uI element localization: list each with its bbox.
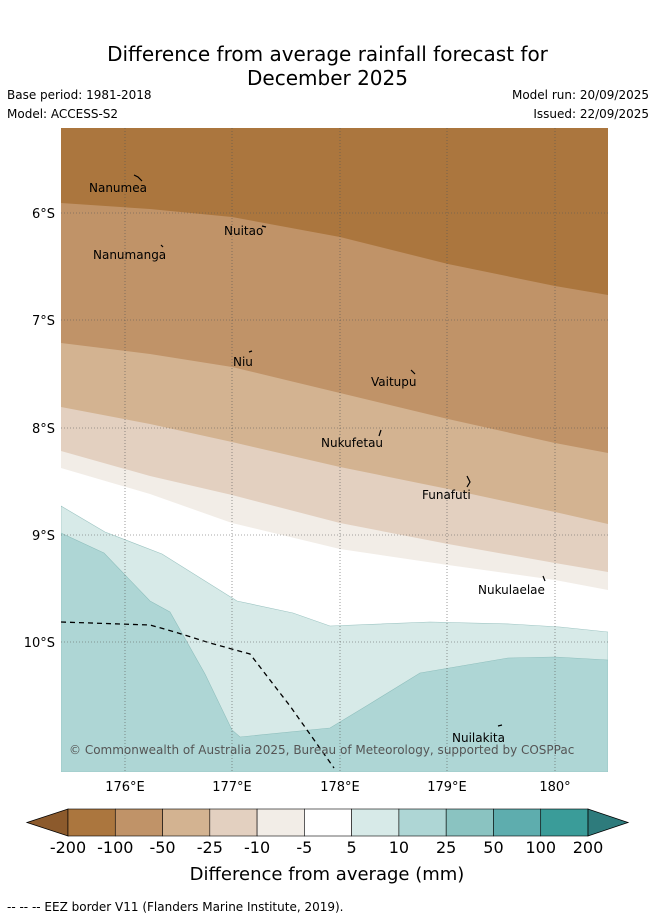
eez-footer-note: -- -- -- EEZ border V11 (Flanders Marine… [7, 900, 344, 914]
lon-label: 178°E [320, 780, 360, 795]
title-line-2: December 2025 [247, 66, 408, 90]
colorbar-tick-label: -50 [149, 838, 175, 857]
lat-label: 8°S [32, 422, 55, 437]
island-nuilakita [497, 724, 503, 727]
colorbar-segment [304, 808, 352, 837]
rainfall-bands [61, 128, 608, 772]
lat-label: 10°S [24, 636, 55, 651]
colorbar-segment [256, 808, 305, 837]
model-run: Model run: 20/09/2025 [511, 88, 649, 102]
copyright-credit: © Commonwealth of Australia 2025, Bureau… [69, 743, 574, 757]
colorbar-tick-label: 50 [483, 838, 503, 857]
colorbar-label: Difference from average (mm) [190, 864, 465, 885]
place-label: Vaitupu [371, 375, 417, 389]
lon-label: 180° [539, 780, 570, 795]
island-niu [248, 350, 253, 353]
island-nukufetau [378, 429, 382, 437]
lon-label: 176°E [105, 780, 145, 795]
colorbar-tick-label: -10 [244, 838, 270, 857]
colorbar-extension-high [587, 808, 630, 837]
place-label: Funafuti [422, 488, 471, 502]
forecast-map: Nanumea Nuitao Nanumanga Niu Vaitupu Nuk… [24, 128, 630, 885]
colorbar-segment [67, 808, 116, 837]
lat-label: 9°S [32, 529, 55, 544]
colorbar-extension-low [25, 808, 69, 837]
place-labels: Nanumea Nuitao Nanumanga Niu Vaitupu Nuk… [89, 181, 545, 745]
place-label: Nuitao [224, 224, 263, 238]
island-shapes [133, 174, 546, 727]
band-10-to-25 [61, 532, 608, 772]
colorbar-segment [540, 808, 589, 837]
place-label: Nukulaelae [478, 583, 545, 597]
island-nanumea [133, 174, 143, 182]
colorbar-segment [114, 808, 163, 837]
island-nanumanga [160, 244, 164, 248]
colorbar-ticks: -200 -100 -50 -25 -10 -5 5 10 25 50 100 200 [50, 838, 603, 857]
colorbar-segment [351, 808, 400, 837]
colorbar-tick-label: -5 [296, 838, 312, 857]
colorbar-tick-label: 25 [436, 838, 456, 857]
colorbar-tick-label: 200 [573, 838, 604, 857]
lat-label: 7°S [32, 314, 55, 329]
island-vaitupu [410, 369, 416, 375]
latitude-labels: 6°S 7°S 8°S 9°S 10°S [24, 207, 55, 651]
colorbar-tick-label: 100 [525, 838, 556, 857]
colorbar-segment [398, 808, 447, 837]
base-period: Base period: 1981-2018 [7, 88, 152, 102]
place-label: Nukufetau [321, 436, 383, 450]
place-label: Niu [233, 355, 253, 369]
place-label: Nanumea [89, 181, 147, 195]
colorbar-tick-label: 5 [347, 838, 357, 857]
model-name: Model: ACCESS-S2 [7, 107, 119, 121]
island-funafuti [466, 475, 471, 488]
island-nukulaelae [542, 575, 546, 582]
colorbar-segment [209, 808, 258, 837]
colorbar-segment [162, 808, 211, 837]
lon-label: 177°E [212, 780, 252, 795]
colorbar-tick-label: -25 [197, 838, 223, 857]
grid-lines [61, 128, 608, 772]
lat-label: 6°S [32, 207, 55, 222]
island-nuitao [261, 225, 267, 228]
colorbar-tick-label: -100 [97, 838, 133, 857]
place-label: Nanumanga [93, 248, 166, 262]
colorbar-tick-label: -200 [50, 838, 86, 857]
issued-date: Issued: 22/09/2025 [533, 107, 649, 121]
colorbar [25, 808, 630, 837]
longitude-labels: 176°E 177°E 178°E 179°E 180° [105, 780, 570, 795]
lon-label: 179°E [427, 780, 467, 795]
colorbar-segment [493, 808, 542, 837]
place-label: Nuilakita [452, 731, 505, 745]
colorbar-segment [445, 808, 494, 837]
colorbar-tick-label: 10 [389, 838, 409, 857]
title-line-1: Difference from average rainfall forecas… [107, 42, 548, 66]
